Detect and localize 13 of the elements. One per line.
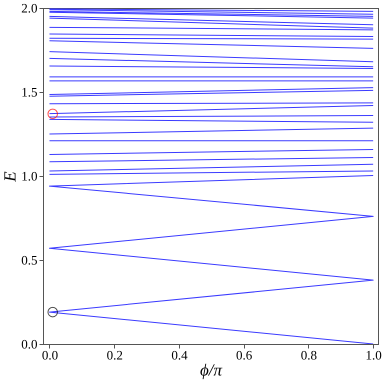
x-tick-label: 0.2 [106,348,123,362]
y-tick-label: 1.0 [21,168,38,184]
x-tick-label: 0.0 [42,348,58,362]
x-axis-title: ϕ/π [200,360,222,380]
x-tick-label: 0.4 [171,348,188,362]
y-axis-title: E [0,170,20,183]
y-tick-label: 2.0 [21,0,38,16]
y-tick-label: 1.5 [21,84,38,100]
x-tick-label: 0.8 [300,348,318,362]
y-tick-label: 0.5 [21,252,38,268]
x-tick-label: 1.0 [366,348,382,362]
x-tick-label: 0.6 [236,348,253,362]
y-tick-label: 0.0 [21,336,38,352]
